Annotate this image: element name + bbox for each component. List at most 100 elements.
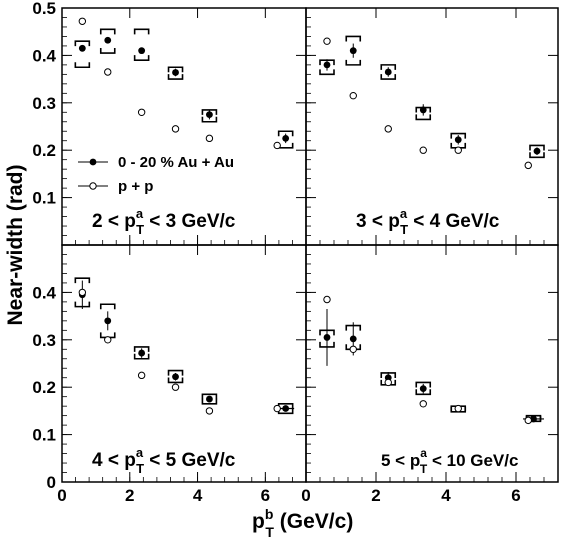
panel-label-sup: a (420, 446, 427, 460)
pp-point (524, 161, 532, 170)
pp-point (171, 125, 180, 133)
syst-bracket-bottom (133, 55, 150, 61)
pp-point (205, 407, 214, 415)
y-tick-label: 0.1 (32, 189, 56, 208)
auau-point (454, 136, 462, 144)
panel-label-2: 3 < pa T < 4 GeV/c (356, 206, 500, 237)
auau-point (138, 349, 146, 357)
legend-label: p + p (118, 178, 153, 195)
x-tick-label: 4 (441, 486, 451, 505)
syst-bracket-bottom (415, 114, 432, 121)
panel-label-post: < 4 GeV/c (408, 211, 500, 232)
auau-point (349, 335, 357, 343)
panel-2: 3 < pa T < 4 GeV/c (319, 35, 545, 237)
x-tick-label: 6 (261, 486, 270, 505)
x-tick-label: 6 (511, 486, 520, 505)
auau-point (282, 134, 290, 142)
panel-label-3: 4 < pa T < 5 GeV/c (92, 445, 236, 476)
auau-point (419, 106, 427, 114)
syst-bracket-top (529, 144, 545, 151)
syst-bracket-bottom (201, 398, 218, 405)
pp-point (137, 371, 146, 380)
auau-point (533, 147, 541, 155)
auau-point (419, 385, 427, 393)
pp-point (273, 404, 281, 413)
syst-bracket-top (74, 40, 91, 47)
x-axis-title-rest: (GeV/c) (274, 510, 353, 533)
syst-bracket-top (133, 346, 150, 352)
syst-bracket-bottom (319, 69, 335, 76)
auau-point (384, 68, 392, 76)
legend-entry-2: p + p (78, 178, 153, 195)
legend-marker-open (89, 182, 97, 190)
panels: 2 < pa T < 3 GeV/c 3 < pa T < 4 GeV/c4 < pa… (74, 17, 545, 476)
x-axis-title-sub: T (265, 524, 274, 540)
axis-labels: 0.1 0.2 0.3 0.4 0.5 0 0.1 0.2 0.3 0.4 0 2 4 6 0 2 4 6 Near… (4, 0, 521, 540)
x-tick-label: 0 (57, 486, 66, 505)
syst-bracket-top (277, 130, 294, 137)
pp-point (78, 17, 87, 25)
panel-label-1: 2 < pa T < 3 GeV/c (92, 206, 236, 237)
syst-bracket-bottom (201, 116, 218, 123)
panel-label-pre: 3 < p (356, 211, 400, 232)
panel-label-sup: a (136, 206, 144, 221)
x-tick-label: 2 (125, 486, 134, 505)
legend-marker-filled (89, 158, 97, 166)
panel-label-pre: 4 < p (92, 450, 136, 471)
auau-point (78, 44, 86, 52)
pp-point (349, 91, 357, 100)
syst-bracket-bottom (345, 59, 362, 66)
y-tick-label: 0.3 (32, 94, 56, 113)
legend-entry-1: 0 - 20 % Au + Au (78, 154, 234, 171)
auau-point (138, 47, 146, 55)
pp-point (419, 400, 427, 408)
pp-point (78, 288, 87, 297)
auau-point (282, 405, 290, 412)
syst-bracket-bottom (529, 152, 545, 159)
y-tick-label: 0 (47, 473, 56, 492)
syst-bracket-bottom (167, 377, 184, 384)
y-tick-label: 0.4 (32, 46, 56, 65)
pp-point (273, 141, 281, 150)
syst-bracket-top (133, 28, 150, 35)
panel-label-sub: T (136, 222, 144, 237)
panel-label-post: < 10 GeV/c (427, 451, 518, 470)
panel-label-post: < 3 GeV/c (144, 211, 236, 232)
axis-ticks (61, 7, 559, 483)
panel-frame-3 (61, 244, 307, 483)
syst-bracket-bottom (133, 353, 150, 360)
panel-label-pre: 2 < p (92, 211, 136, 232)
panel-3: 4 < pa T < 5 GeV/c (74, 277, 295, 476)
panel-frame-1 (61, 7, 307, 246)
x-tick-label: 0 (301, 486, 310, 505)
syst-bracket-bottom (167, 74, 184, 80)
auau-point (206, 395, 213, 403)
syst-bracket-top (380, 64, 397, 70)
pp-point (524, 416, 532, 425)
auau-point (104, 36, 112, 44)
pp-point (454, 404, 462, 413)
legend-label: 0 - 20 % Au + Au (118, 154, 234, 171)
x-axis-title-sup: b (265, 506, 274, 522)
panel-label-sub: T (400, 222, 408, 237)
x-axis-title-main: p (252, 510, 265, 533)
auau-point (206, 111, 213, 119)
auau-point (172, 69, 179, 76)
legend: 0 - 20 % Au + Au p + p (78, 154, 234, 195)
syst-bracket-top (345, 35, 362, 42)
pp-point (384, 378, 392, 387)
pp-point (454, 146, 462, 154)
panel-label-4: 5 < pa T < 10 GeV/c (381, 446, 518, 476)
syst-bracket-top (99, 28, 116, 35)
y-tick-label: 0.5 (32, 0, 56, 18)
y-tick-label: 0.1 (32, 426, 56, 445)
pp-point (323, 295, 331, 304)
pp-point (323, 37, 331, 45)
pp-point (137, 108, 146, 116)
x-tick-label: 2 (371, 486, 380, 505)
pp-point (104, 336, 112, 344)
auau-point (104, 317, 112, 325)
syst-bracket-bottom (99, 48, 116, 54)
pp-point (171, 383, 180, 391)
y-axis-title: Near-width (rad) (4, 164, 27, 325)
